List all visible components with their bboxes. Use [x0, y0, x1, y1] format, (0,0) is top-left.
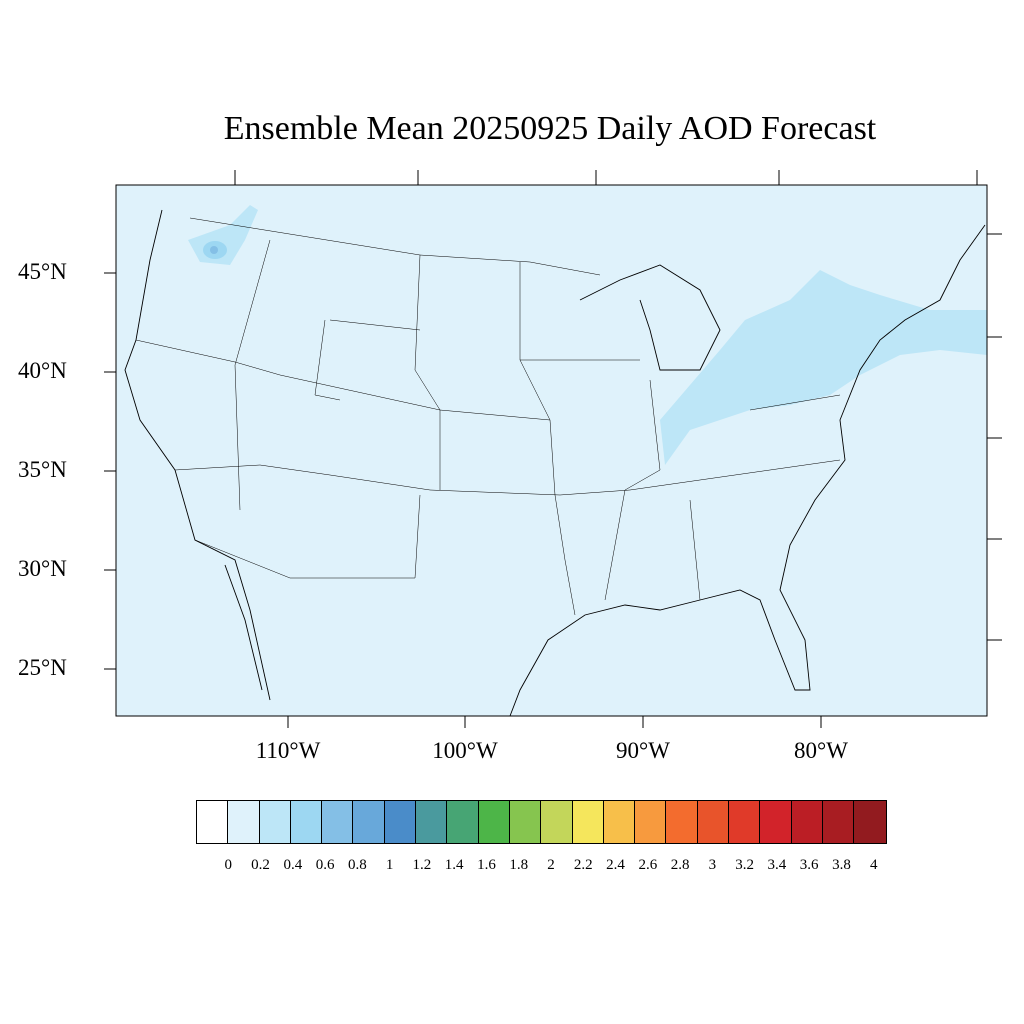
aod-peak	[210, 246, 218, 254]
colorbar-swatch	[259, 801, 291, 843]
lon-label: 80°W	[794, 738, 848, 763]
colorbar-label: 3.6	[799, 857, 819, 873]
colorbar-label: 2	[547, 857, 555, 873]
colorbar-swatch	[635, 801, 667, 843]
colorbar-label: 2.8	[670, 857, 690, 873]
colorbar-swatch	[416, 801, 448, 843]
colorbar-swatch	[603, 801, 636, 843]
colorbar-label: 0.8	[347, 857, 367, 873]
colorbar-swatch	[322, 801, 354, 843]
lon-label: 90°W	[616, 738, 670, 763]
lon-label: 110°W	[255, 738, 321, 763]
map-title: Ensemble Mean 20250925 Daily AOD Forecas…	[223, 110, 877, 147]
colorbar-label: 2.2	[573, 857, 593, 873]
colorbar-swatch	[854, 801, 886, 843]
colorbar-swatch	[447, 801, 479, 843]
colorbar-swatch	[478, 801, 510, 843]
aod-plume-northeast	[660, 270, 987, 465]
map-frame	[115, 184, 988, 717]
colorbar-swatch	[541, 801, 573, 843]
colorbar-swatch	[384, 801, 417, 843]
colorbar-label: 1.4	[444, 857, 464, 873]
axis-ticks	[104, 170, 1002, 728]
lat-label: 45°N	[18, 259, 67, 284]
colorbar	[196, 800, 887, 844]
lat-label: 25°N	[18, 655, 67, 680]
map-background	[116, 185, 987, 716]
colorbar-swatch	[509, 801, 542, 843]
colorbar-label: 3.4	[767, 857, 787, 873]
colorbar-label: 4	[869, 857, 878, 873]
lat-label: 35°N	[18, 457, 67, 482]
colorbar-label: 1	[385, 857, 394, 873]
colorbar-label: 3	[708, 857, 717, 873]
colorbar-label: 0	[224, 857, 233, 873]
colorbar-label: 0.2	[251, 857, 270, 873]
colorbar-label: 0.6	[315, 857, 335, 873]
colorbar-swatch	[760, 801, 792, 843]
colorbar-swatch	[697, 801, 730, 843]
colorbar-swatch	[822, 801, 855, 843]
colorbar-label: 1.2	[412, 857, 432, 873]
colorbar-swatch	[791, 801, 823, 843]
lat-label: 40°N	[18, 358, 67, 383]
colorbar-swatch	[666, 801, 698, 843]
colorbar-label: 3.2	[735, 857, 754, 873]
colorbar-label: 2.4	[606, 857, 625, 873]
colorbar-swatch	[572, 801, 604, 843]
colorbar-swatch	[228, 801, 260, 843]
lon-label: 100°W	[432, 738, 498, 763]
lat-label: 30°N	[18, 556, 67, 581]
colorbar-swatch	[729, 801, 761, 843]
colorbar-label: 2.6	[638, 857, 658, 873]
colorbar-label: 1.6	[477, 857, 496, 873]
colorbar-swatch	[290, 801, 323, 843]
coastlines	[124, 209, 986, 717]
colorbar-swatch	[353, 801, 385, 843]
colorbar-label: 3.8	[832, 857, 851, 873]
state-borders	[135, 217, 841, 616]
colorbar-label: 1.8	[509, 857, 529, 873]
colorbar-swatch	[197, 801, 229, 843]
colorbar-label: 0.4	[283, 857, 303, 873]
